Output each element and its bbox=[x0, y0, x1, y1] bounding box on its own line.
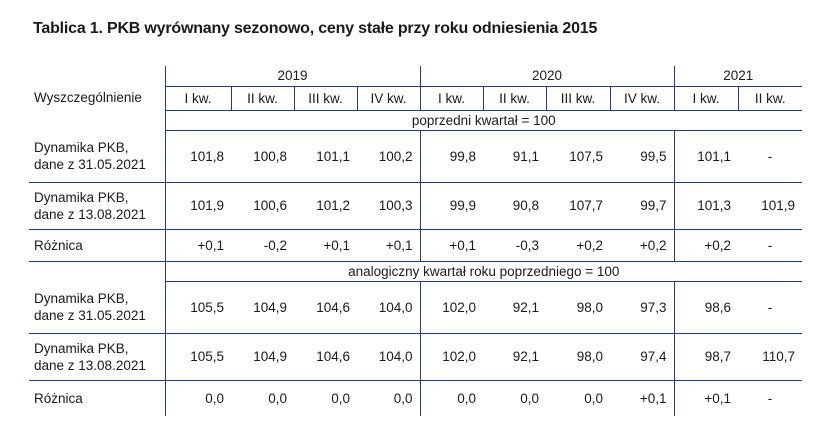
quarter-header: I kw. bbox=[673, 86, 738, 111]
table-cell: +0,1 bbox=[673, 380, 738, 416]
table-cell: -0,3 bbox=[483, 229, 546, 262]
table-cell: - bbox=[738, 281, 802, 334]
table-cell: 98,0 bbox=[546, 333, 610, 381]
section-caption-row: poprzedni kwartał = 100 bbox=[29, 110, 802, 131]
table-cell: 101,2 bbox=[294, 182, 357, 230]
table-row: Dynamika PKB, dane z 31.05.2021 101,8 100… bbox=[29, 130, 802, 183]
table-cell: - bbox=[738, 130, 802, 183]
table-cell: 100,8 bbox=[231, 130, 294, 183]
row-label: Dynamika PKB, dane z 31.05.2021 bbox=[29, 281, 165, 334]
table-cell: 107,5 bbox=[546, 130, 610, 183]
table-cell: - bbox=[767, 390, 773, 406]
table-cell: 91,1 bbox=[483, 130, 546, 183]
year-2019: 2019 bbox=[164, 66, 420, 87]
table-cell: 110,7 bbox=[738, 333, 802, 381]
table-cell: 100,2 bbox=[357, 130, 420, 183]
table-cell: 0,0 bbox=[268, 390, 287, 406]
table-cell: 90,8 bbox=[483, 182, 546, 230]
table-cell: 92,1 bbox=[483, 281, 546, 334]
table-cell: 98,0 bbox=[546, 281, 610, 334]
quarter-header: IV kw. bbox=[609, 86, 674, 111]
table-cell: 101,1 bbox=[294, 130, 357, 183]
table-cell: 99,7 bbox=[610, 182, 674, 230]
table-cell: 0,0 bbox=[331, 390, 350, 406]
table-cell: 99,5 bbox=[610, 130, 674, 183]
quarter-header: III kw. bbox=[545, 86, 610, 111]
table-cell: +0,1 bbox=[419, 229, 483, 262]
quarter-header: II kw. bbox=[482, 86, 546, 111]
table-row: Dynamika PKB, dane z 31.05.2021 105,5 104… bbox=[29, 281, 802, 334]
table-cell: +0,2 bbox=[546, 229, 610, 262]
quarter-header: II kw. bbox=[737, 86, 802, 111]
row-label: Różnica bbox=[34, 390, 83, 406]
year-2021: 2021 bbox=[673, 66, 802, 87]
table-cell: - bbox=[738, 229, 802, 262]
row-label: Dynamika PKB, dane z 13.08.2021 bbox=[29, 182, 165, 230]
table-cell: 98,7 bbox=[673, 333, 738, 381]
row-label: Różnica bbox=[29, 229, 165, 262]
table-cell: +0,2 bbox=[610, 229, 674, 262]
table-cell: 98,6 bbox=[673, 281, 738, 334]
quarter-header-row: I kw. II kw. III kw. IV kw. I kw. II kw.… bbox=[29, 86, 802, 111]
table-cell: 105,5 bbox=[164, 333, 231, 381]
table-cell: 101,9 bbox=[164, 182, 231, 230]
table-cell: 104,0 bbox=[357, 281, 420, 334]
table-cell: 0,0 bbox=[393, 390, 413, 406]
gdp-table: Wyszczególnienie 2019 2020 2021 I kw. II… bbox=[29, 66, 802, 416]
table-cell: 100,3 bbox=[357, 182, 420, 230]
table-cell: 100,6 bbox=[231, 182, 294, 230]
table-cell: +0,2 bbox=[673, 229, 738, 262]
table-cell: 104,6 bbox=[294, 281, 357, 334]
table-row: Dynamika PKB, dane z 13.08.2021 105,5 104… bbox=[29, 333, 802, 381]
table-cell: 104,9 bbox=[231, 333, 294, 381]
table-cell: 101,8 bbox=[164, 130, 231, 183]
section-caption: poprzedni kwartał = 100 bbox=[164, 110, 802, 131]
quarter-header: II kw. bbox=[230, 86, 294, 111]
quarter-header: IV kw. bbox=[356, 86, 420, 111]
section-caption-row: analogiczny kwartał roku poprzedniego = … bbox=[29, 261, 802, 282]
table-cell: 104,6 bbox=[294, 333, 357, 381]
table-row: Dynamika PKB, dane z 13.08.2021 101,9 100… bbox=[29, 182, 802, 230]
table-cell: 102,0 bbox=[419, 281, 483, 334]
table-cell: -0,2 bbox=[231, 229, 294, 262]
quarter-header: I kw. bbox=[419, 86, 483, 111]
quarter-header: III kw. bbox=[293, 86, 357, 111]
table-cell: 99,9 bbox=[419, 182, 483, 230]
quarter-header: I kw. bbox=[164, 86, 231, 111]
table-cell: 92,1 bbox=[483, 333, 546, 381]
table-cell: 101,3 bbox=[673, 182, 738, 230]
table-cell: +0,1 bbox=[294, 229, 357, 262]
table-row: Różnica +0,1 -0,2 +0,1 +0,1 +0,1 -0,3 +0… bbox=[29, 229, 802, 262]
row-label: Dynamika PKB, dane z 13.08.2021 bbox=[29, 333, 165, 381]
table-cell: 0,0 bbox=[584, 390, 603, 406]
table-cell: +0,1 bbox=[357, 229, 420, 262]
table-cell: 101,1 bbox=[673, 130, 738, 183]
row-label: Dynamika PKB, dane z 31.05.2021 bbox=[29, 130, 165, 183]
row-label-header: Wyszczególnienie bbox=[34, 90, 142, 105]
table-cell: +0,1 bbox=[164, 229, 231, 262]
table-cell: 97,4 bbox=[610, 333, 674, 381]
table-cell: 0,0 bbox=[164, 380, 231, 416]
table-cell: 105,5 bbox=[164, 281, 231, 334]
table-cell: 0,0 bbox=[419, 380, 483, 416]
table-row: Różnica 0,0 0,0 0,0 0,0 0,0 0,0 0,0 +0,1… bbox=[29, 380, 802, 416]
table-title: Tablica 1. PKB wyrównany sezonowo, ceny … bbox=[33, 20, 598, 37]
table-cell: 104,9 bbox=[231, 281, 294, 334]
table-cell: 102,0 bbox=[419, 333, 483, 381]
table-cell: 0,0 bbox=[520, 390, 539, 406]
table-cell: 97,3 bbox=[610, 281, 674, 334]
table-cell: +0,1 bbox=[639, 390, 667, 406]
year-header-row: Wyszczególnienie 2019 2020 2021 bbox=[29, 66, 802, 105]
table-cell: 99,8 bbox=[419, 130, 483, 183]
section-caption: analogiczny kwartał roku poprzedniego = … bbox=[164, 261, 802, 282]
table-cell: 101,9 bbox=[738, 182, 802, 230]
year-2020: 2020 bbox=[419, 66, 674, 87]
table-cell: 104,0 bbox=[357, 333, 420, 381]
table-cell: 107,7 bbox=[546, 182, 610, 230]
